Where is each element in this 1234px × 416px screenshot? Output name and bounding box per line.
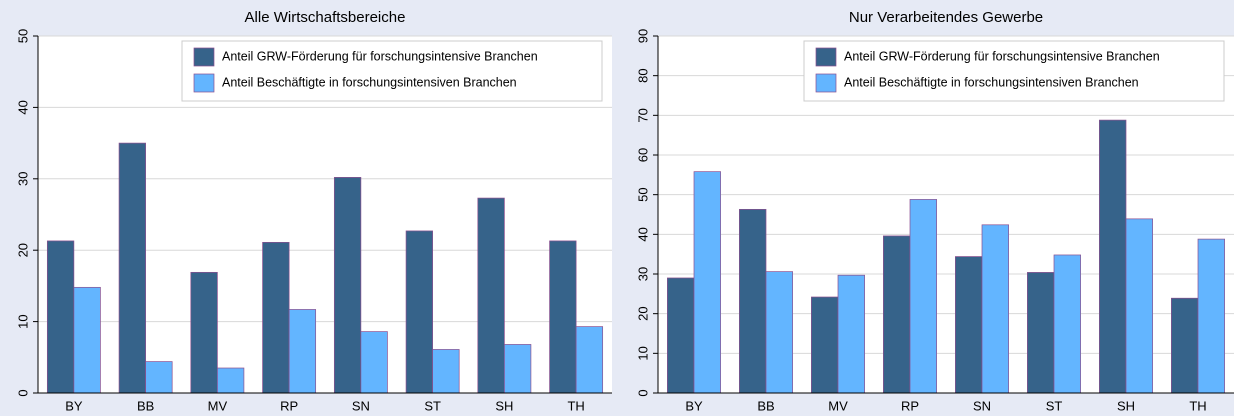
bar (575, 326, 604, 394)
x-tick-label: SH (495, 398, 513, 413)
bar (909, 199, 937, 394)
y-tick-label: 40 (15, 100, 30, 114)
y-tick-label: 80 (635, 68, 650, 82)
legend-label: Anteil GRW-Förderung für forschungsinten… (222, 49, 538, 63)
x-tick-label: MV (828, 398, 848, 413)
bar (837, 274, 865, 394)
bar (333, 177, 362, 394)
y-tick-label: 10 (635, 346, 650, 360)
bar (667, 277, 695, 394)
bar (549, 240, 577, 394)
bar (288, 309, 317, 394)
bar (1099, 119, 1127, 394)
x-tick-label: ST (1046, 398, 1063, 413)
bar (190, 271, 218, 394)
bar (693, 171, 721, 394)
legend-box (181, 40, 603, 102)
legend-swatch (815, 47, 837, 67)
y-tick-label: 30 (15, 172, 30, 186)
x-tick-label: ST (424, 398, 441, 413)
bar (1197, 238, 1225, 394)
y-tick-label: 30 (635, 267, 650, 281)
bar (955, 256, 983, 394)
x-tick-label: TH (567, 398, 584, 413)
bar (765, 271, 793, 394)
bar (262, 241, 290, 394)
x-tick-label: TH (1189, 398, 1206, 413)
x-tick-label: RP (280, 398, 298, 413)
bar (118, 142, 146, 394)
y-tick-label: 0 (15, 389, 30, 396)
y-tick-label: 0 (635, 389, 650, 396)
bar (46, 240, 75, 394)
x-tick-label: SN (352, 398, 370, 413)
y-tick-label: 50 (635, 187, 650, 201)
x-tick-label: SH (1117, 398, 1135, 413)
bar (811, 296, 839, 394)
y-tick-label: 20 (15, 243, 30, 257)
y-tick-label: 40 (635, 227, 650, 241)
bar (739, 208, 767, 394)
bar (360, 331, 388, 394)
x-tick-label: BB (757, 398, 774, 413)
x-tick-label: BB (137, 398, 154, 413)
bar (432, 349, 460, 394)
legend-swatch (815, 73, 837, 93)
legend-swatch (193, 47, 215, 67)
bar (1053, 254, 1081, 394)
bar (405, 230, 433, 394)
bar (73, 286, 101, 394)
bar (477, 197, 505, 394)
x-tick-label: BY (685, 398, 703, 413)
bar (883, 235, 911, 394)
x-tick-label: MV (208, 398, 228, 413)
y-tick-label: 60 (635, 148, 650, 162)
legend-label: Anteil Beschäftigte in forschungsintensi… (844, 75, 1139, 89)
bar (1171, 297, 1199, 394)
x-tick-label: RP (901, 398, 919, 413)
y-tick-label: 90 (635, 29, 650, 43)
bar (217, 367, 245, 394)
bar (1027, 272, 1055, 394)
chart-title: Nur Verarbeitendes Gewerbe (849, 9, 1043, 26)
x-tick-label: SN (973, 398, 991, 413)
legend-box (803, 40, 1225, 102)
y-tick-label: 50 (15, 29, 30, 43)
bar (981, 224, 1009, 394)
legend-label: Anteil Beschäftigte in forschungsintensi… (222, 75, 517, 89)
legend-swatch (193, 73, 215, 93)
bar (145, 361, 173, 394)
bar (504, 344, 532, 394)
chart-title: Alle Wirtschaftsbereiche (245, 9, 406, 26)
x-tick-label: BY (65, 398, 83, 413)
y-tick-label: 70 (635, 108, 650, 122)
legend-label: Anteil GRW-Förderung für forschungsinten… (844, 49, 1160, 63)
y-tick-label: 10 (15, 314, 30, 328)
bar (1125, 218, 1153, 394)
y-tick-label: 20 (635, 306, 650, 320)
